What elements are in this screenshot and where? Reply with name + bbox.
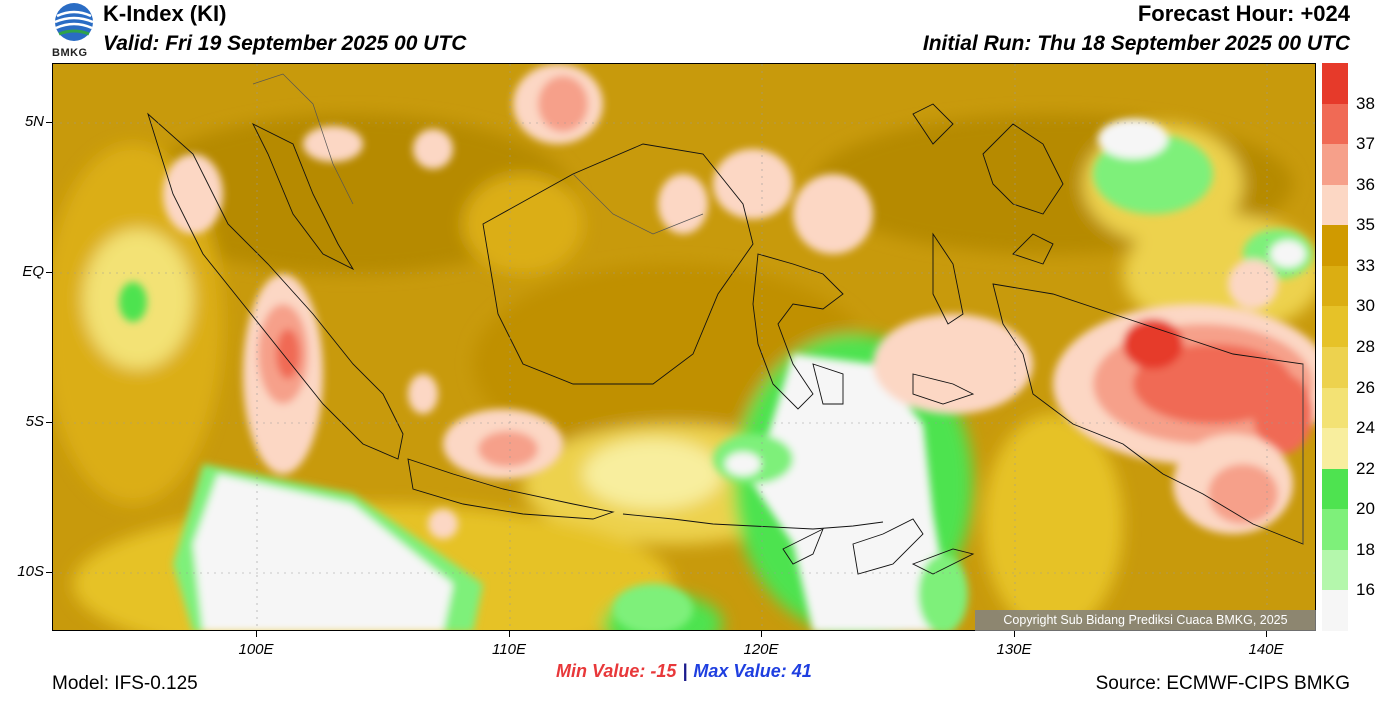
source-label: Source: ECMWF-CIPS BMKG	[1095, 673, 1350, 694]
colorbar-label: 33	[1356, 255, 1375, 275]
colorbar-segment	[1322, 428, 1348, 469]
colorbar-label: 24	[1356, 418, 1375, 438]
colorbar-label: 16	[1356, 580, 1375, 600]
colorbar-segment	[1322, 103, 1348, 145]
colorbar-segment	[1322, 306, 1348, 347]
lon-label-100e: 100E	[238, 641, 274, 658]
lon-label-130e: 130E	[996, 641, 1032, 658]
colorbar-label: 30	[1356, 296, 1375, 316]
colorbar-label: 20	[1356, 499, 1375, 519]
max-value: Max Value: 41	[693, 661, 812, 681]
colorbar-label: 18	[1356, 539, 1375, 559]
value-separator: |	[682, 661, 688, 681]
lat-tick	[46, 272, 52, 273]
colorbar-segment	[1322, 468, 1348, 510]
lat-tick	[46, 122, 52, 123]
colorbar-label: 28	[1356, 337, 1375, 356]
forecast-hour: Forecast Hour: +024	[1137, 1, 1350, 26]
valid-time: Valid: Fri 19 September 2025 00 UTC	[103, 32, 467, 55]
colorbar-segment	[1322, 387, 1348, 429]
lat-label-10s: 10S	[17, 563, 44, 580]
colorbar-label: 38	[1356, 93, 1375, 113]
model-label: Model: IFS-0.125	[52, 673, 198, 694]
colorbar-label: 36	[1356, 174, 1375, 194]
lat-tick	[46, 422, 52, 423]
colorbar-segment	[1322, 590, 1348, 631]
lon-tick	[1266, 631, 1267, 637]
lon-tick	[1014, 631, 1015, 637]
bmkg-logo	[54, 3, 94, 41]
colorbar-segment	[1322, 184, 1348, 226]
colorbar-segment	[1322, 144, 1348, 185]
lon-label-140e: 140E	[1248, 641, 1284, 658]
lat-tick	[46, 572, 52, 573]
lon-tick	[509, 631, 510, 637]
copyright-label: Copyright Sub Bidang Prediksi Cuaca BMKG…	[975, 610, 1316, 631]
colorbar-segment	[1322, 549, 1348, 591]
lat-label-5s: 5S	[25, 413, 44, 430]
colorbar-label: 35	[1356, 215, 1375, 235]
logo-text: BMKG	[52, 47, 88, 59]
colorbar-segment	[1322, 225, 1348, 266]
value-range: Min Value: -15 | Max Value: 41	[556, 661, 812, 682]
colorbar-segment	[1322, 509, 1348, 550]
k-index-map	[52, 63, 1316, 631]
lon-label-110e: 110E	[492, 641, 526, 658]
initial-run: Initial Run: Thu 18 September 2025 00 UT…	[922, 32, 1350, 55]
colorbar-label: 22	[1356, 458, 1375, 478]
lon-tick	[761, 631, 762, 637]
min-value: Min Value: -15	[556, 661, 677, 681]
lat-label-5n: 5N	[24, 113, 44, 130]
map-title: K-Index (KI)	[103, 1, 227, 26]
colorbar	[1322, 63, 1348, 631]
lon-label-120e: 120E	[743, 641, 779, 658]
colorbar-segment	[1322, 265, 1348, 307]
lat-label-eq: EQ	[22, 263, 44, 280]
colorbar-segment	[1322, 63, 1348, 104]
colorbar-segment	[1322, 346, 1348, 388]
colorbar-label: 37	[1356, 134, 1375, 154]
colorbar-label: 26	[1356, 377, 1375, 397]
lon-tick	[256, 631, 257, 637]
